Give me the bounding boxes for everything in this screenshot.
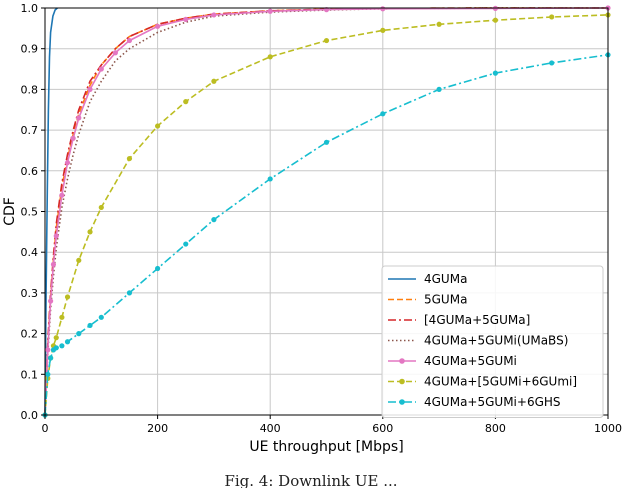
figure-caption: Fig. 4: Downlink UE ... [224, 474, 398, 488]
legend: 4GUMa 5GUMa [4GUMa+5GUMa] 4GUMa+5GUMi(UMaBS… [381, 265, 604, 418]
data-point [549, 60, 555, 66]
legend-label: 4GUMa [424, 272, 467, 286]
data-point [98, 314, 104, 320]
y-axis-label: CDF [2, 197, 18, 226]
x-tick-label: 400 [260, 422, 281, 435]
data-point [48, 298, 54, 304]
y-tick-label: 0.1 [21, 368, 39, 381]
data-point [126, 290, 133, 296]
x-tick-label: 600 [372, 422, 393, 435]
data-point [267, 8, 273, 14]
series-6 [42, 52, 611, 418]
y-tick-label: 0.5 [21, 206, 39, 219]
x-tick-label: 800 [485, 422, 506, 435]
data-point [64, 294, 71, 300]
data-point [380, 6, 386, 12]
data-point [323, 37, 330, 44]
legend-item: 5GUMa [388, 293, 467, 307]
data-point [70, 135, 76, 141]
y-tick-label: 0.6 [21, 165, 39, 178]
cdf-chart: 0 200 400 600 800 1000 0.0 0.1 0.2 0.3 0.4 0.5 0.6 0.… [2, 2, 622, 455]
data-point [50, 261, 57, 268]
legend-label: 4GUMa+5GUMi+6GHS [424, 395, 561, 409]
legend-item: 4GUMa [388, 272, 467, 286]
data-point [76, 331, 82, 337]
data-point [126, 155, 133, 162]
data-point [112, 50, 118, 56]
data-point [59, 192, 65, 198]
legend-marker [399, 378, 405, 385]
data-point [76, 257, 82, 263]
data-point [211, 12, 217, 18]
data-point [211, 217, 217, 223]
legend-box [381, 265, 604, 418]
data-point [59, 343, 65, 349]
data-point [155, 23, 161, 29]
data-point [183, 16, 189, 22]
data-point [64, 339, 71, 345]
data-point [53, 345, 59, 351]
data-point [492, 17, 498, 23]
y-tick-label: 1.0 [21, 2, 39, 15]
data-point [380, 111, 386, 117]
legend-item: 4GUMa+5GUMi [388, 354, 517, 368]
data-point [98, 204, 104, 211]
data-point [492, 70, 498, 76]
series-3 [44, 7, 608, 416]
data-point [267, 176, 273, 182]
data-point [211, 78, 217, 84]
y-tick-label: 0.9 [21, 43, 39, 56]
series-line [44, 7, 608, 416]
y-tick-label: 0.8 [21, 83, 39, 96]
legend-label: 5GUMa [424, 293, 467, 307]
legend-label: 4GUMa+5GUMi(UMaBS) [424, 334, 568, 348]
data-point [87, 86, 93, 92]
data-point [76, 115, 82, 121]
legend-label: [4GUMa+5GUMa] [424, 313, 530, 327]
series-0 [44, 7, 58, 416]
data-point [323, 139, 330, 145]
legend-item: 4GUMa+5GUMi(UMaBS) [388, 334, 568, 348]
x-axis-label: UE throughput [Mbps] [249, 439, 403, 455]
data-point [59, 314, 65, 320]
data-point [53, 233, 59, 239]
legend-marker [399, 358, 405, 364]
data-point [45, 347, 51, 353]
data-point [53, 335, 59, 341]
axis-ticks: 0 200 400 600 800 1000 0.0 0.1 0.2 0.3 0.4 0.5 0.6 0.… [21, 2, 622, 435]
data-point [87, 322, 93, 329]
data-point [436, 86, 442, 92]
data-point [183, 241, 189, 247]
legend-label: 4GUMa+[5GUMi+6GUmi] [424, 375, 577, 389]
data-point [45, 371, 51, 377]
x-tick-label: 0 [42, 422, 49, 435]
data-point [64, 160, 71, 166]
series-layer [42, 5, 611, 418]
series-line [44, 7, 58, 416]
data-point [155, 265, 161, 272]
legend-marker [399, 399, 405, 405]
legend-label: 4GUMa+5GUMi [424, 354, 517, 368]
data-point [267, 54, 273, 60]
data-point [48, 355, 54, 361]
legend-item: 4GUMa+[5GUMi+6GUmi] [388, 375, 577, 389]
y-tick-label: 0.0 [21, 409, 39, 422]
x-tick-label: 1000 [594, 422, 622, 435]
legend-item: [4GUMa+5GUMa] [388, 313, 530, 327]
legend-item: 4GUMa+5GUMi+6GHS [388, 395, 561, 409]
data-point [87, 229, 93, 235]
data-point [549, 14, 555, 20]
data-point [126, 37, 133, 44]
x-tick-label: 200 [147, 422, 168, 435]
y-tick-label: 0.4 [21, 246, 39, 259]
y-tick-label: 0.3 [21, 287, 39, 300]
data-point [436, 21, 442, 27]
y-tick-label: 0.7 [21, 124, 39, 137]
y-tick-label: 0.2 [21, 328, 39, 341]
data-point [155, 123, 161, 129]
data-point [98, 66, 104, 72]
data-point [380, 27, 386, 33]
series-4 [42, 5, 611, 418]
data-point [183, 99, 189, 105]
